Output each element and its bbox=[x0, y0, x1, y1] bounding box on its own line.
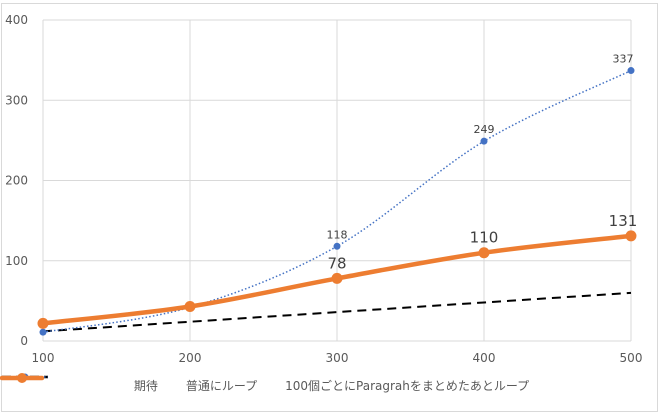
series-expected-line bbox=[42, 291, 632, 333]
data-label: 110 bbox=[470, 229, 499, 247]
data-point-marker[interactable] bbox=[478, 247, 490, 259]
legend-label: 普通にループ bbox=[185, 378, 258, 393]
x-axis-ticks: 100 200 300 400 500 bbox=[32, 351, 643, 365]
data-point-marker[interactable] bbox=[37, 317, 49, 329]
series-lines bbox=[37, 67, 637, 336]
gridlines bbox=[42, 19, 632, 342]
legend-thick-marker-icon bbox=[0, 373, 44, 383]
data-point-marker[interactable] bbox=[39, 328, 47, 336]
series-normal-loop-line bbox=[42, 69, 632, 333]
chart-plot-area: 0 100 200 300 400 100 200 300 400 500 118 249 337 7… bbox=[5, 13, 643, 365]
legend-label: 期待 bbox=[133, 378, 158, 393]
chart-frame bbox=[1, 3, 658, 412]
y-tick-label: 100 bbox=[5, 254, 28, 268]
data-label: 118 bbox=[327, 228, 348, 241]
data-label: 131 bbox=[609, 212, 638, 230]
data-label: 249 bbox=[474, 123, 495, 136]
data-label: 78 bbox=[327, 254, 346, 272]
data-labels: 118 249 337 78 110 131 bbox=[327, 53, 638, 273]
y-axis-ticks: 0 100 200 300 400 bbox=[5, 13, 28, 348]
x-tick-label: 500 bbox=[620, 351, 643, 365]
x-tick-label: 100 bbox=[32, 351, 55, 365]
x-tick-label: 200 bbox=[179, 351, 202, 365]
data-point-marker[interactable] bbox=[184, 300, 196, 312]
data-label: 337 bbox=[613, 53, 634, 66]
data-point-marker[interactable] bbox=[625, 230, 637, 242]
legend-item-expected[interactable]: 期待 bbox=[2, 375, 158, 394]
legend-item-normal-loop[interactable]: 普通にループ bbox=[2, 373, 258, 394]
y-tick-label: 0 bbox=[20, 334, 28, 348]
data-point-marker[interactable] bbox=[333, 242, 341, 250]
legend: 期待 普通にループ 100個ごとにParagrahをまとめたあとループ bbox=[0, 372, 663, 398]
data-point-marker[interactable] bbox=[627, 67, 635, 75]
y-tick-label: 300 bbox=[5, 93, 28, 107]
x-tick-label: 400 bbox=[473, 351, 496, 365]
y-tick-label: 200 bbox=[5, 174, 28, 188]
legend-item-batched-loop[interactable]: 100個ごとにParagrahをまとめたあとループ bbox=[0, 373, 530, 394]
data-point-marker[interactable] bbox=[480, 137, 488, 145]
x-tick-label: 300 bbox=[326, 351, 349, 365]
legend-label: 100個ごとにParagrahをまとめたあとループ bbox=[285, 378, 530, 393]
data-point-marker[interactable] bbox=[331, 272, 343, 284]
y-tick-label: 400 bbox=[5, 13, 28, 27]
